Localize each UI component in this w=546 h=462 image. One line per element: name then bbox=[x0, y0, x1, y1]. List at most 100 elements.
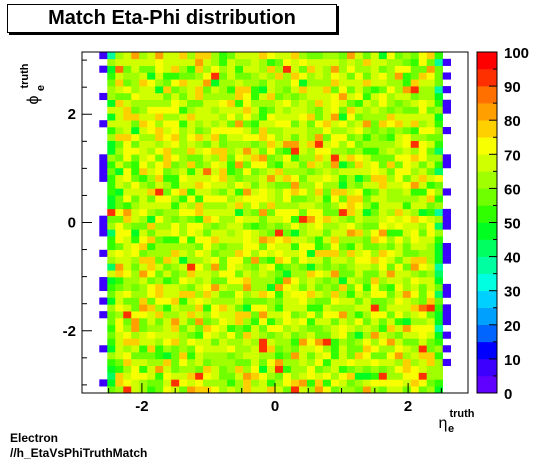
heatmap-cell bbox=[322, 215, 332, 223]
heatmap-cell bbox=[123, 386, 132, 394]
heatmap-cell bbox=[378, 352, 388, 360]
heatmap-cell bbox=[203, 106, 212, 114]
heatmap-cell bbox=[298, 154, 308, 162]
heatmap-cell bbox=[235, 161, 244, 169]
heatmap-cell bbox=[330, 65, 340, 73]
heatmap-cells bbox=[99, 52, 451, 394]
heatmap-cell bbox=[306, 127, 316, 135]
heatmap-cell bbox=[195, 358, 204, 367]
heatmap-cell bbox=[275, 352, 284, 360]
heatmap-cell bbox=[298, 290, 308, 298]
heatmap-cell bbox=[330, 120, 340, 128]
heatmap-cell bbox=[290, 195, 300, 203]
heatmap-cell bbox=[131, 202, 140, 210]
heatmap-cell bbox=[434, 229, 444, 237]
heatmap-cell bbox=[195, 249, 204, 257]
heatmap-cell bbox=[434, 99, 444, 107]
colorbar-swatch bbox=[477, 239, 497, 257]
heatmap-cell bbox=[179, 79, 188, 87]
heatmap-cell bbox=[354, 195, 364, 203]
heatmap-cell bbox=[147, 256, 156, 264]
heatmap-cell bbox=[386, 386, 396, 394]
heatmap-cell bbox=[227, 222, 236, 230]
heatmap-cell bbox=[227, 188, 236, 196]
heatmap-cell bbox=[370, 345, 380, 353]
heatmap-cell bbox=[243, 283, 252, 291]
heatmap-cell bbox=[211, 317, 220, 326]
heatmap-cell bbox=[259, 140, 268, 148]
heatmap-cell bbox=[386, 79, 396, 87]
heatmap-cell bbox=[267, 58, 276, 66]
heatmap-cell bbox=[410, 202, 420, 210]
heatmap-cell bbox=[179, 140, 188, 148]
heatmap-cell bbox=[187, 133, 196, 141]
heatmap-cell bbox=[259, 290, 268, 298]
heatmap-cell bbox=[267, 229, 276, 237]
heatmap-cell bbox=[187, 208, 196, 216]
heatmap-cell bbox=[290, 161, 300, 169]
heatmap-cell bbox=[267, 52, 276, 60]
colorbar-tick-label: 70 bbox=[504, 147, 521, 164]
heatmap-cell bbox=[434, 161, 444, 169]
heatmap-cell bbox=[107, 58, 116, 66]
heatmap-cell bbox=[259, 58, 268, 66]
heatmap-cell bbox=[227, 311, 236, 319]
heatmap-cell bbox=[346, 311, 356, 319]
heatmap-cell bbox=[251, 331, 260, 339]
heatmap-cell bbox=[195, 188, 204, 196]
heatmap-cell bbox=[394, 270, 404, 278]
heatmap-cell bbox=[394, 127, 404, 135]
heatmap-cell bbox=[187, 52, 196, 60]
heatmap-cell bbox=[251, 386, 260, 394]
heatmap-cell bbox=[179, 304, 188, 312]
heatmap-cell bbox=[139, 79, 148, 87]
heatmap-cell bbox=[235, 188, 244, 196]
heatmap-cell bbox=[282, 229, 292, 237]
heatmap-cell bbox=[370, 174, 380, 182]
heatmap-cell bbox=[418, 58, 428, 66]
heatmap-cell bbox=[107, 195, 116, 203]
heatmap-cell bbox=[434, 386, 444, 394]
heatmap-cell bbox=[370, 297, 380, 305]
heatmap-cell bbox=[290, 113, 300, 121]
heatmap-cell bbox=[259, 72, 268, 80]
heatmap-cell bbox=[123, 188, 132, 196]
heatmap-cell bbox=[290, 263, 300, 271]
heatmap-cell bbox=[290, 127, 300, 135]
heatmap-cell bbox=[195, 290, 204, 298]
heatmap-cell bbox=[386, 154, 396, 162]
heatmap-cell bbox=[163, 365, 172, 373]
heatmap-cell bbox=[386, 174, 396, 182]
heatmap-cell bbox=[275, 304, 284, 312]
heatmap-cell bbox=[314, 229, 324, 237]
heatmap-cell bbox=[259, 195, 268, 203]
heatmap-cell bbox=[386, 263, 396, 271]
heatmap-cell bbox=[442, 304, 451, 312]
heatmap-cell bbox=[251, 154, 260, 162]
heatmap-cell bbox=[155, 161, 164, 169]
heatmap-cell bbox=[338, 52, 348, 60]
heatmap-cell bbox=[386, 352, 396, 360]
heatmap-cell bbox=[211, 386, 220, 394]
heatmap-cell bbox=[298, 52, 308, 60]
heatmap-cell bbox=[195, 345, 204, 353]
heatmap-cell bbox=[275, 263, 284, 271]
heatmap-cell bbox=[203, 154, 212, 162]
heatmap-cell bbox=[442, 208, 451, 216]
heatmap-cell bbox=[282, 290, 292, 298]
heatmap-cell bbox=[243, 79, 252, 87]
heatmap-cell bbox=[434, 317, 444, 326]
heatmap-cell bbox=[282, 79, 292, 87]
heatmap-cell bbox=[410, 181, 420, 189]
heatmap-cell bbox=[370, 311, 380, 319]
heatmap-cell bbox=[107, 154, 116, 162]
heatmap-cell bbox=[147, 379, 156, 387]
heatmap-cell bbox=[354, 379, 364, 387]
heatmap-cell bbox=[322, 140, 332, 148]
heatmap-cell bbox=[330, 283, 340, 291]
x-axis-label-sub: e bbox=[448, 423, 454, 435]
heatmap-cell bbox=[402, 317, 412, 326]
heatmap-cell bbox=[298, 72, 308, 80]
heatmap-cell bbox=[275, 358, 284, 367]
heatmap-cell bbox=[147, 127, 156, 135]
